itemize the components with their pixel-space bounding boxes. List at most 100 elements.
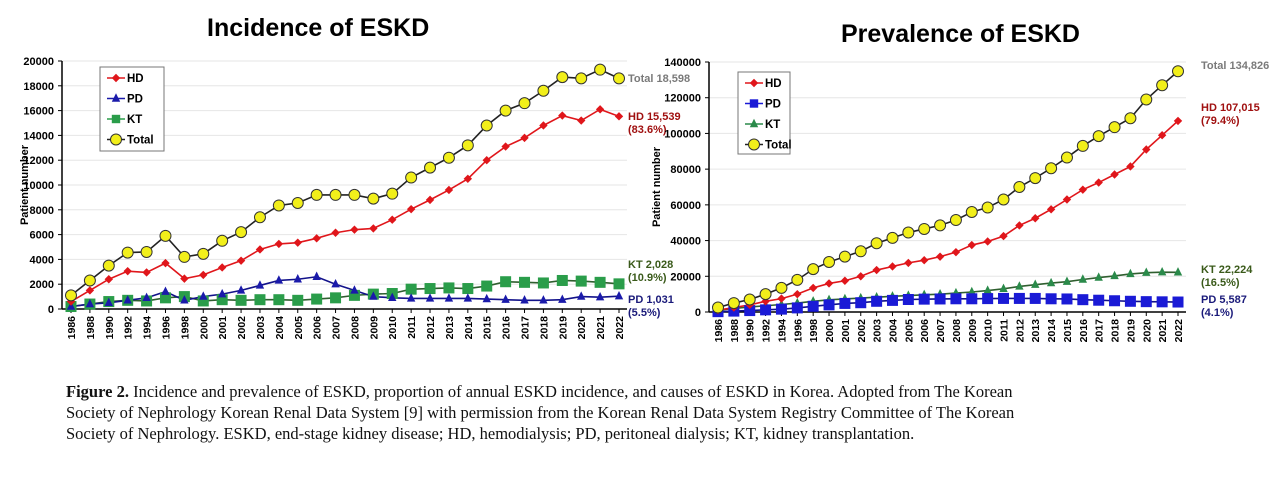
incidence-total-point — [235, 226, 248, 239]
incidence-total-point — [613, 72, 625, 85]
incidence-kt-point — [405, 283, 417, 295]
prevalence-hd-point — [1094, 178, 1103, 187]
incidence-x-tick-label: 1988 — [85, 316, 97, 340]
prevalence-pd-point — [902, 294, 914, 305]
incidence-y-tick-label: 12000 — [23, 155, 54, 167]
incidence-pd-point — [104, 297, 113, 306]
incidence-kt-point — [330, 292, 342, 304]
prevalence-pd-point — [1013, 292, 1025, 304]
incidence-total-point — [140, 245, 153, 258]
prevalence-y-tick-label: 40000 — [670, 236, 701, 248]
prevalence-legend-label-total: Total — [765, 140, 792, 152]
prevalence-pd-point — [934, 293, 946, 305]
prevalence-legend-marker-hd — [749, 78, 759, 88]
incidence-total-point — [405, 171, 418, 184]
incidence-y-tick-label: 10000 — [23, 180, 54, 192]
prevalence-y-tick-label: 60000 — [670, 200, 701, 212]
prevalence-y-tick-label: 80000 — [670, 164, 701, 176]
prevalence-x-tick-label: 2000 — [824, 319, 836, 343]
incidence-x-tick-label: 1996 — [160, 316, 172, 340]
incidence-total-point — [102, 259, 115, 272]
incidence-total-point — [499, 104, 512, 117]
incidence-total-point — [197, 247, 210, 260]
incidence-x-tick-label: 2001 — [217, 316, 229, 340]
figure-caption: Figure 2. Incidence and prevalence of ES… — [66, 381, 1046, 444]
prevalence-hd-point — [1078, 185, 1088, 194]
incidence-hd-point — [406, 204, 416, 214]
incidence-x-tick-label: 2021 — [595, 316, 607, 340]
incidence-x-tick-label: 2002 — [236, 316, 248, 340]
incidence-pd-point — [293, 274, 302, 283]
incidence-kt-point — [537, 277, 549, 289]
incidence-kt-point — [292, 294, 304, 306]
incidence-legend-label-kt: KT — [127, 114, 142, 126]
prevalence-kt-point — [1142, 267, 1151, 276]
incidence-kt-point — [216, 294, 228, 306]
prevalence-pd-point — [1124, 295, 1136, 307]
incidence-total-point — [386, 187, 399, 200]
prevalence-pd-point — [1093, 294, 1105, 306]
prevalence-total-point — [791, 273, 804, 286]
prevalence-total-point — [997, 193, 1010, 206]
incidence-legend-marker-total — [110, 133, 122, 146]
incidence-pd-point — [539, 295, 548, 304]
prevalence-hd-point — [1126, 162, 1135, 171]
prevalence-x-tick-label: 2013 — [1030, 319, 1042, 343]
incidence-kt-point — [575, 275, 587, 287]
incidence-pd-point — [614, 291, 624, 300]
prevalence-hd-point — [856, 272, 865, 281]
prevalence-annotation-kt: KT 22,224 — [1201, 264, 1253, 276]
prevalence-total-point — [1076, 139, 1089, 152]
incidence-y-tick-label: 14000 — [23, 130, 54, 142]
incidence-pd-point — [312, 271, 321, 280]
incidence-x-tick-label: 2020 — [576, 316, 588, 340]
incidence-kt-point — [235, 294, 247, 306]
prevalence-total-point — [727, 297, 740, 310]
incidence-x-tick-label: 2016 — [501, 316, 513, 340]
incidence-x-tick-label: 2005 — [293, 316, 305, 340]
incidence-x-tick-label: 2006 — [312, 316, 324, 340]
prevalence-kt-point — [999, 283, 1008, 292]
incidence-total-point — [442, 151, 455, 164]
incidence-hd-point — [539, 121, 548, 130]
incidence-kt-point — [273, 294, 285, 306]
incidence-hd-point — [123, 266, 132, 276]
incidence-total-point — [480, 119, 493, 132]
incidence-hd-point — [293, 238, 302, 247]
charts-canvas: 0 2000 4000 6000 8000 10000 12000 14000 16000 180… — [19, 56, 1269, 343]
prevalence-x-tick-label: 2012 — [1014, 319, 1026, 343]
prevalence-total-point — [1013, 181, 1026, 193]
incidence-y-axis-label: Patient number — [19, 144, 31, 225]
prevalence-x-tick-label: 1988 — [729, 319, 741, 343]
incidence-pd-point — [463, 293, 473, 302]
incidence-y-tick-label: 20000 — [23, 56, 54, 68]
prevalence-total-point — [1092, 130, 1105, 143]
prevalence-total-point — [854, 245, 867, 258]
incidence-total-point — [65, 289, 77, 302]
prevalence-hd-point — [793, 289, 802, 299]
incidence-pd-point — [558, 294, 567, 303]
prevalence-pd-point — [886, 294, 898, 306]
incidence-pd-point — [161, 286, 170, 295]
prevalence-hd-point — [967, 240, 976, 250]
incidence-total-point — [253, 211, 266, 224]
incidence-total-point — [83, 274, 96, 287]
incidence-hd-point — [577, 116, 586, 125]
incidence-x-tick-label: 2022 — [614, 316, 626, 340]
prevalence-y-tick-label: 140000 — [664, 57, 701, 69]
incidence-kt-point — [481, 280, 493, 292]
incidence-hd-point — [350, 225, 359, 234]
incidence-legend-label-total: Total — [127, 135, 154, 147]
prevalence-hd-point — [1062, 195, 1072, 204]
incidence-total-point — [329, 188, 342, 201]
prevalence-total-point — [949, 214, 962, 227]
incidence-total-point — [367, 192, 380, 205]
incidence-y-tick-label: 0 — [48, 304, 54, 316]
prevalence-x-tick-label: 2015 — [1062, 319, 1074, 343]
prevalence-total-point — [1124, 112, 1137, 125]
prevalence-kt-point — [1126, 268, 1135, 278]
prevalence-pd-point — [918, 293, 930, 305]
incidence-hd-point — [614, 112, 624, 121]
incidence-pd-point — [444, 293, 454, 302]
incidence-x-tick-label: 2011 — [406, 316, 418, 339]
